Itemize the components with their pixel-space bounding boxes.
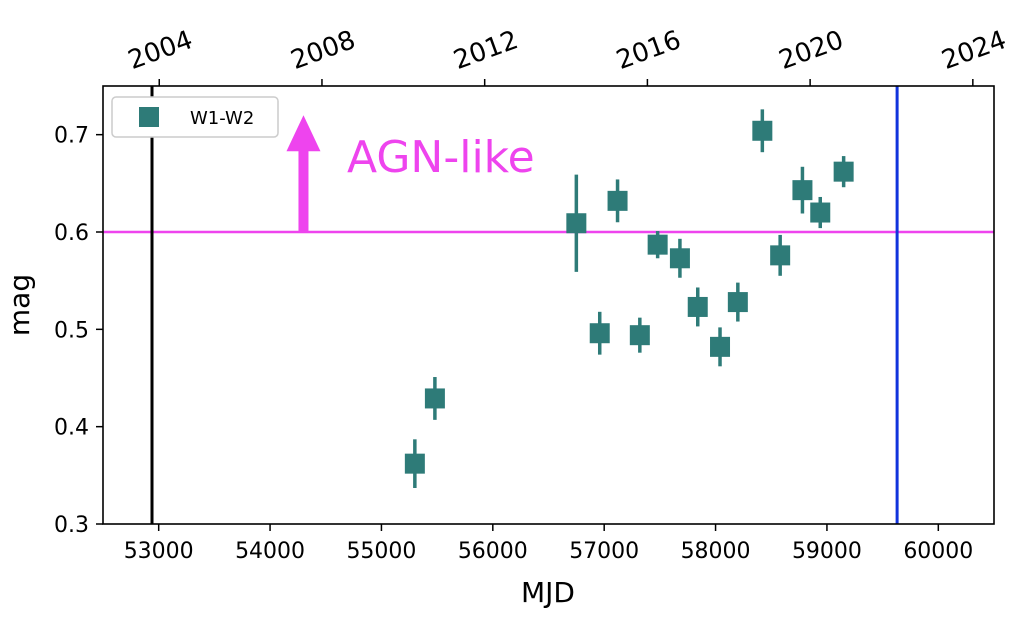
y-tick-label: 0.6 xyxy=(54,221,89,246)
top-tick-label: 2012 xyxy=(450,25,522,76)
data-point xyxy=(404,453,425,474)
x-tick-label: 53000 xyxy=(124,539,194,564)
legend-label-w1-w2: W1-W2 xyxy=(190,108,254,129)
data-point xyxy=(629,325,650,346)
data-point xyxy=(607,190,628,211)
data-point xyxy=(647,234,668,255)
plot-frame xyxy=(102,85,995,525)
data-point xyxy=(424,388,445,409)
x-tick-label: 60000 xyxy=(903,539,973,564)
x-tick-label: 55000 xyxy=(346,539,416,564)
top-tick-label: 2004 xyxy=(124,25,196,76)
x-tick-label: 59000 xyxy=(792,539,862,564)
legend: W1-W2 xyxy=(111,96,279,138)
y-tick-label: 0.3 xyxy=(54,513,89,538)
x-tick-label: 54000 xyxy=(235,539,305,564)
data-point xyxy=(710,336,731,357)
y-tick-label: 0.4 xyxy=(54,416,89,441)
x-tick-label: 57000 xyxy=(569,539,639,564)
x-tick-label: 56000 xyxy=(458,539,528,564)
reference-lines xyxy=(103,86,994,524)
annotation-arrow-head xyxy=(286,115,321,152)
y-tick-label: 0.7 xyxy=(54,124,89,149)
legend-marker-w1-w2 xyxy=(139,107,159,127)
y-axis-title: mag xyxy=(3,274,36,336)
top-tick-label: 2016 xyxy=(612,25,684,76)
data-point xyxy=(792,180,813,201)
top-tick-label: 2008 xyxy=(287,25,359,76)
x-tick-label: 58000 xyxy=(681,539,751,564)
annotation-text: AGN-like xyxy=(347,132,535,183)
data-point xyxy=(770,245,791,266)
data-point xyxy=(687,296,708,317)
data-point xyxy=(727,292,748,313)
data-point xyxy=(589,323,610,344)
data-point xyxy=(833,161,854,182)
y-tick-label: 0.5 xyxy=(54,318,89,343)
data-point xyxy=(752,120,773,141)
x-axis-title: MJD xyxy=(521,576,575,609)
top-tick-label: 2020 xyxy=(775,25,847,76)
top-tick-label: 2024 xyxy=(938,25,1010,76)
data-point xyxy=(669,248,690,269)
data-series xyxy=(404,109,854,488)
annotation: AGN-like xyxy=(286,115,535,232)
data-point xyxy=(810,202,831,223)
data-point xyxy=(566,213,587,234)
